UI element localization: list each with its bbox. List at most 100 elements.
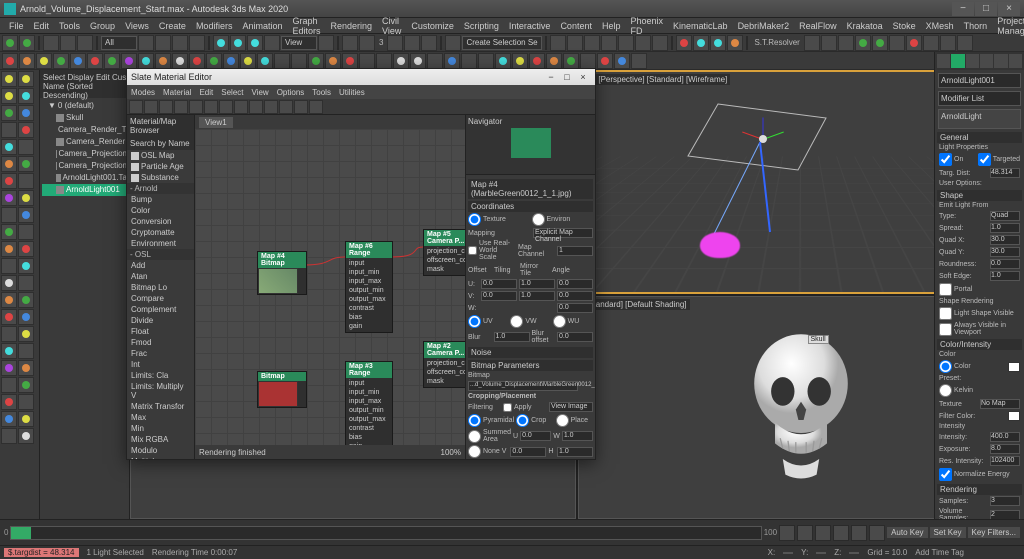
lr-20-icon[interactable] (18, 224, 34, 240)
node-cameraproj-1[interactable]: Map #5Camera P... projection_coloroffscr… (423, 229, 465, 276)
volsamples-spinner[interactable]: 2 (990, 510, 1020, 519)
st-13-icon[interactable] (206, 53, 222, 69)
x-coord[interactable] (783, 552, 793, 554)
lr-1-icon[interactable] (1, 71, 17, 87)
browser-item[interactable]: Bump (127, 194, 194, 205)
st-32-icon[interactable] (529, 53, 545, 69)
st-24-icon[interactable] (393, 53, 409, 69)
slate-maximize-icon[interactable]: □ (559, 71, 575, 83)
placement-icon[interactable] (264, 35, 280, 51)
tree-item[interactable]: Camera_Projection (42, 160, 127, 172)
addtime-button[interactable]: Add Time Tag (915, 548, 964, 557)
alwaysvp-check[interactable] (939, 323, 952, 336)
ref-coord[interactable]: View (281, 36, 317, 50)
lr-5-icon[interactable] (1, 105, 17, 121)
menu-create[interactable]: Create (154, 21, 191, 31)
menu-animation[interactable]: Animation (237, 21, 287, 31)
st-27-icon[interactable] (444, 53, 460, 69)
apply-check[interactable] (503, 403, 512, 412)
kelvin-radio[interactable] (939, 384, 952, 397)
modifier-stack[interactable]: ArnoldLight (938, 109, 1021, 129)
lr-13-icon[interactable] (1, 173, 17, 189)
render-setup-icon[interactable] (693, 35, 709, 51)
st-31-icon[interactable] (512, 53, 528, 69)
browser-item[interactable]: Cryptomatte (127, 227, 194, 238)
v-tiling[interactable]: 1.0 (519, 291, 555, 301)
slate-tool-2-icon[interactable] (144, 100, 158, 114)
goto-start-icon[interactable] (779, 525, 795, 541)
lr-43-icon[interactable] (1, 428, 17, 444)
play-icon[interactable] (815, 525, 831, 541)
navigator-preview[interactable] (511, 128, 551, 158)
lr-9-icon[interactable] (1, 139, 17, 155)
browser-item[interactable]: Limits: Multiply V (127, 381, 194, 401)
prev-frame-icon[interactable] (797, 525, 813, 541)
browser-item[interactable]: Particle Age (127, 161, 194, 172)
st-37-icon[interactable] (614, 53, 630, 69)
move-icon[interactable] (213, 35, 229, 51)
slate-close-icon[interactable]: × (575, 71, 591, 83)
lr-35-icon[interactable] (1, 360, 17, 376)
lr-21-icon[interactable] (1, 241, 17, 257)
tool-i-icon[interactable] (940, 35, 956, 51)
mapchannel-spinner[interactable]: 1 (557, 246, 593, 256)
slate-menu-view[interactable]: View (252, 88, 269, 97)
st-16-icon[interactable] (257, 53, 273, 69)
lr-15-icon[interactable] (1, 190, 17, 206)
lr-31-icon[interactable] (1, 326, 17, 342)
motion-tab-icon[interactable] (980, 54, 993, 68)
st-1-icon[interactable] (2, 53, 18, 69)
lightvis-check[interactable] (939, 307, 952, 320)
st-12-icon[interactable] (189, 53, 205, 69)
goto-end-icon[interactable] (851, 525, 867, 541)
browser-item[interactable]: Environment (127, 238, 194, 249)
browser-item[interactable]: Multiply (127, 456, 194, 459)
percent-snap-icon[interactable] (404, 35, 420, 51)
menu-tools[interactable]: Tools (54, 21, 85, 31)
slate-tool-7-icon[interactable] (219, 100, 233, 114)
modifier-list[interactable]: Modifier List (938, 91, 1021, 106)
texture-button[interactable]: No Map (980, 399, 1020, 409)
maxscript-listener[interactable]: $.targdist = 48.314 (4, 548, 79, 557)
lr-23-icon[interactable] (1, 258, 17, 274)
rotate-icon[interactable] (230, 35, 246, 51)
browser-item[interactable]: Max (127, 412, 194, 423)
menu-scripting[interactable]: Scripting (459, 21, 504, 31)
display-tab-icon[interactable] (994, 54, 1007, 68)
crop-w[interactable]: 1.0 (562, 431, 593, 441)
filter-swatch[interactable] (1008, 411, 1020, 421)
st-19-icon[interactable] (308, 53, 324, 69)
softedge-spinner[interactable]: 1.0 (990, 271, 1020, 281)
render-prod-icon[interactable] (727, 35, 743, 51)
select-rect-icon[interactable] (172, 35, 188, 51)
menu-file[interactable]: File (4, 21, 29, 31)
slate-tool-4-icon[interactable] (174, 100, 188, 114)
intensity-spinner[interactable]: 400.0 (990, 432, 1020, 442)
lr-39-icon[interactable] (1, 394, 17, 410)
lr-8-icon[interactable] (18, 122, 34, 138)
browser-item[interactable]: Frac (127, 348, 194, 359)
lr-44-icon[interactable] (18, 428, 34, 444)
align-icon[interactable] (567, 35, 583, 51)
exposure-spinner[interactable]: 8.0 (990, 444, 1020, 454)
vp-label-shaded[interactable]: [Standard] [Default Shading] (583, 299, 690, 310)
object-name[interactable]: ArnoldLight001 (938, 73, 1021, 88)
scale-icon[interactable] (247, 35, 263, 51)
none-radio[interactable] (468, 445, 481, 458)
slate-minimize-icon[interactable]: − (543, 71, 559, 83)
st-34-icon[interactable] (563, 53, 579, 69)
setkey-button[interactable]: Set Key (930, 527, 966, 538)
bind-icon[interactable] (77, 35, 93, 51)
slate-tool-9-icon[interactable] (249, 100, 263, 114)
targeted-check[interactable] (978, 153, 991, 166)
st-36-icon[interactable] (597, 53, 613, 69)
st-28-icon[interactable] (461, 53, 477, 69)
slate-menu-material[interactable]: Material (163, 88, 191, 97)
slate-menu-modes[interactable]: Modes (131, 88, 155, 97)
slate-tool-8-icon[interactable] (234, 100, 248, 114)
create-selection-set[interactable]: Create Selection Se (462, 36, 542, 50)
color-header[interactable]: Color/Intensity (937, 339, 1022, 350)
spinner-snap-icon[interactable] (421, 35, 437, 51)
tool-b-icon[interactable] (821, 35, 837, 51)
samples-spinner[interactable]: 3 (990, 496, 1020, 506)
